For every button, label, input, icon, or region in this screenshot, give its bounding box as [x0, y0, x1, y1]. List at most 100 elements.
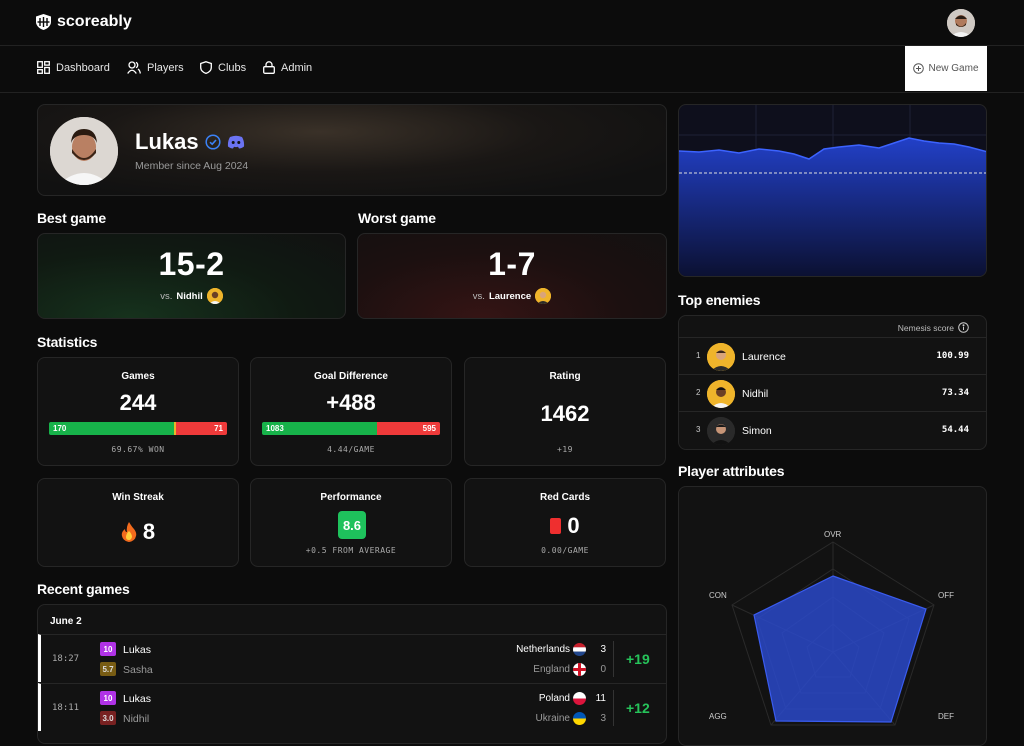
ukraine-flag-icon: [573, 712, 586, 725]
enemy-row[interactable]: 3 Simon 54.44: [679, 411, 986, 449]
stat-value: 0: [567, 513, 580, 538]
enemy-score: 100.99: [936, 351, 969, 361]
best-game-opponent: vs. Nidhil: [38, 288, 345, 304]
main-nav: Dashboard Players Clubs Admin: [0, 46, 1024, 93]
recent-games-card: June 2 18:27 10 Lukas 5.7 Sasha Netherla…: [37, 604, 667, 744]
nav-admin[interactable]: Admin: [263, 61, 312, 74]
stat-games: Games 244 170 71 69.67% WON: [37, 357, 239, 466]
player-rating-badge: 3.0: [100, 711, 116, 725]
nav-dashboard[interactable]: Dashboard: [37, 61, 110, 74]
game-time: 18:11: [52, 703, 80, 713]
profile-name-row: Lukas: [135, 129, 245, 155]
nav-players[interactable]: Players: [127, 61, 184, 74]
stat-title: Games: [121, 371, 155, 382]
game-time: 18:27: [52, 654, 80, 664]
app-logo[interactable]: scoreably: [36, 13, 132, 31]
opponent-avatar: [535, 288, 552, 304]
team-goals: 3: [600, 713, 606, 724]
stat-title: Win Streak: [112, 492, 164, 503]
opponent-avatar: [206, 288, 223, 304]
top-bar: scoreably: [0, 0, 1024, 46]
opponent-name: Laurence: [488, 290, 532, 302]
team-name: Netherlands: [516, 644, 570, 655]
rating-area: [679, 138, 986, 276]
stat-win-streak: Win Streak 8: [37, 478, 239, 567]
enemy-rank: 2: [696, 388, 701, 397]
rating-history-chart[interactable]: [678, 104, 987, 277]
rating-delta: +12: [626, 700, 650, 716]
enemy-name: Laurence: [742, 351, 786, 363]
player-rating-badge: 10: [100, 642, 116, 656]
app-name: scoreably: [57, 13, 132, 30]
attr-label-agg: AGG: [709, 712, 727, 721]
attr-label-con: CON: [709, 591, 727, 600]
conceded-segment: 595: [376, 422, 440, 435]
player-attributes-heading: Player attributes: [678, 463, 785, 479]
stat-sub: +19: [557, 445, 573, 454]
win-streak-row: 8: [38, 519, 238, 545]
user-avatar[interactable]: [947, 9, 975, 37]
stat-performance: Performance 8.6 +0.5 FROM AVERAGE: [250, 478, 452, 567]
enemy-row[interactable]: 1 Laurence 100.99: [679, 337, 986, 375]
worst-game-card[interactable]: 1-7 vs. Laurence: [357, 233, 667, 319]
top-enemies-card: Nemesis score 1 Laurence 100.99 2 Nidhil…: [678, 315, 987, 450]
team-goals: 0: [600, 664, 606, 675]
stat-goal-difference: Goal Difference +488 1083 595 4.44/GAME: [250, 357, 452, 466]
stat-red-cards: Red Cards 0 0.00/GAME: [464, 478, 666, 567]
poland-flag-icon: [573, 692, 586, 705]
player-name: Lukas: [123, 693, 152, 705]
plus-circle-icon: [913, 63, 925, 74]
nav-clubs-label: Clubs: [218, 61, 247, 74]
nemesis-score-header: Nemesis score: [898, 322, 969, 333]
worst-game-score: 1-7: [488, 246, 536, 282]
user-avatar-image: [947, 9, 975, 37]
draws-segment: [174, 422, 177, 435]
info-icon[interactable]: [958, 322, 969, 333]
stat-sub: 0.00/GAME: [541, 546, 589, 555]
best-game-card[interactable]: 15-2 vs. Nidhil: [37, 233, 346, 319]
enemy-avatar: [707, 380, 735, 408]
fire-icon: [121, 522, 137, 542]
worst-game-opponent: vs. Laurence: [358, 288, 666, 304]
discord-icon[interactable]: [227, 135, 245, 149]
attributes-radar-chart: [731, 541, 935, 726]
red-card-icon: [550, 518, 562, 534]
wins-segment: 170: [49, 422, 175, 435]
best-game-heading: Best game: [37, 210, 107, 226]
opponent-name: Nidhil: [176, 290, 203, 302]
team-goals: 3: [600, 644, 606, 655]
recent-game-row[interactable]: 18:11 10 Lukas 3.0 Nidhil Poland 11 Ukra…: [38, 683, 666, 731]
enemy-name: Simon: [742, 425, 772, 437]
enemy-row[interactable]: 2 Nidhil 73.34: [679, 374, 986, 412]
stat-value: 1462: [540, 401, 590, 426]
netherlands-flag-icon: [573, 643, 586, 656]
team-name: England: [533, 664, 570, 675]
recent-game-row[interactable]: 18:27 10 Lukas 5.7 Sasha Netherlands 3 E…: [38, 634, 666, 682]
rating-area-chart: [679, 105, 986, 276]
profile-name: Lukas: [135, 129, 199, 154]
stat-sub: 4.44/GAME: [327, 445, 375, 454]
enemy-rank: 1: [696, 351, 701, 360]
nav-admin-label: Admin: [281, 61, 313, 74]
enemy-name: Nidhil: [742, 388, 769, 400]
enemy-avatar: [707, 417, 735, 445]
stat-title: Red Cards: [539, 492, 590, 503]
games-win-loss-bar: 170 71: [49, 422, 227, 435]
players-icon: [127, 61, 141, 74]
nav-clubs[interactable]: Clubs: [200, 61, 246, 74]
player-attributes-card: OVR OFF CON AGG DEF: [678, 486, 987, 746]
member-since: Member since Aug 2024: [135, 160, 249, 172]
stat-value: +488: [326, 390, 376, 415]
attr-label-ovr: OVR: [824, 530, 842, 539]
best-game-score: 15-2: [158, 246, 225, 282]
enemy-avatar: [707, 343, 735, 371]
recent-games-date: June 2: [50, 616, 82, 627]
scored-segment: 1083: [262, 422, 377, 435]
stat-title: Rating: [549, 371, 581, 382]
new-game-button[interactable]: New Game: [905, 46, 987, 91]
top-enemies-heading: Top enemies: [678, 292, 761, 308]
team-name: Poland: [538, 693, 570, 704]
rating-delta: +19: [626, 651, 650, 667]
nav-dashboard-label: Dashboard: [56, 61, 110, 74]
worst-game-heading: Worst game: [358, 210, 436, 226]
